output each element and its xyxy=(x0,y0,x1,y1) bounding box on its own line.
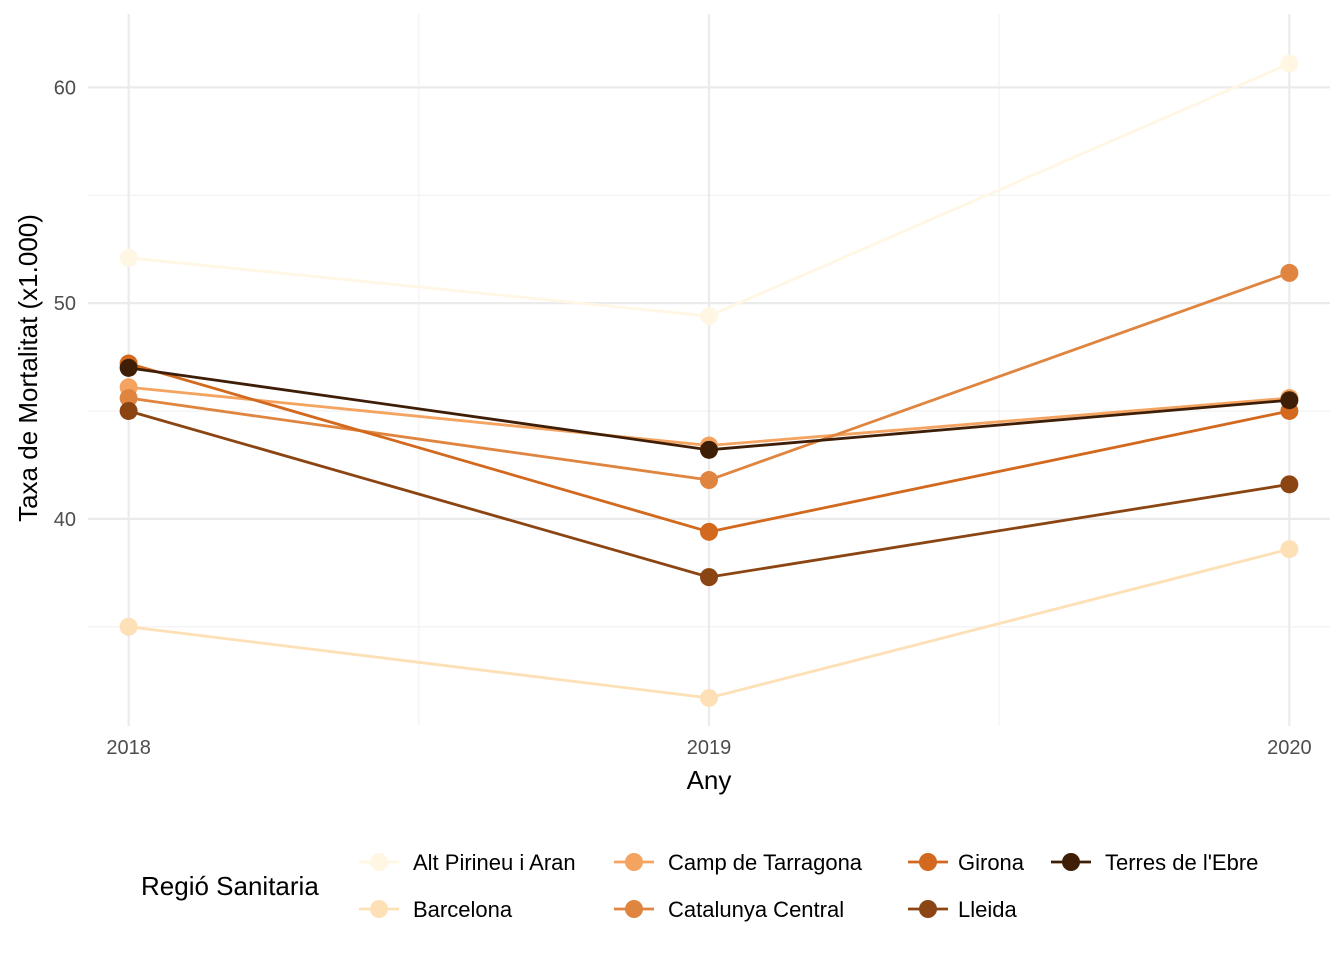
data-point xyxy=(119,358,138,377)
data-point xyxy=(700,471,718,490)
y-axis-title: Taxa de Mortalitat (x1.000) xyxy=(13,214,43,522)
legend: Regió Sanitaria Alt Pirineu i Aran Barcel… xyxy=(141,850,1258,922)
legend-title: Regió Sanitaria xyxy=(141,871,319,901)
data-point xyxy=(119,248,138,267)
x-axis-title: Any xyxy=(687,765,732,795)
legend-label: Girona xyxy=(958,850,1025,875)
data-point xyxy=(1280,475,1299,494)
data-point xyxy=(700,688,718,707)
legend-label: Lleida xyxy=(958,897,1017,922)
y-tick-label: 60 xyxy=(54,77,76,99)
legend-key-point xyxy=(1062,853,1080,871)
legend-key-point xyxy=(370,853,388,871)
legend-label: Terres de l'Ebre xyxy=(1105,850,1258,875)
legend-key-point xyxy=(919,900,937,918)
data-point xyxy=(1280,263,1299,282)
x-tick-label: 2018 xyxy=(106,737,151,759)
data-point xyxy=(1280,540,1299,559)
data-point xyxy=(119,617,138,636)
data-point xyxy=(700,440,718,459)
legend-label: Barcelona xyxy=(413,897,513,922)
data-point xyxy=(119,389,138,408)
data-point xyxy=(700,568,718,587)
legend-key-point xyxy=(370,900,388,918)
y-tick-label: 50 xyxy=(54,293,76,315)
grid-lines xyxy=(88,14,1330,726)
legend-key-point xyxy=(625,853,643,871)
legend-key-point xyxy=(919,853,937,871)
x-tick-label: 2019 xyxy=(687,737,732,759)
legend-label: Alt Pirineu i Aran xyxy=(413,850,576,875)
data-point xyxy=(119,401,138,420)
data-point xyxy=(1280,54,1299,73)
y-tick-label: 40 xyxy=(54,509,76,531)
data-point xyxy=(700,307,718,326)
legend-label: Catalunya Central xyxy=(668,897,844,922)
data-point xyxy=(1280,391,1299,410)
data-point xyxy=(700,522,718,541)
axes: Any Taxa de Mortalitat (x1.000) 40 50 60 20… xyxy=(13,77,1312,795)
series-group xyxy=(119,54,1299,707)
legend-label: Camp de Tarragona xyxy=(668,850,863,875)
legend-key-point xyxy=(625,900,643,918)
x-tick-label: 2020 xyxy=(1267,737,1312,759)
